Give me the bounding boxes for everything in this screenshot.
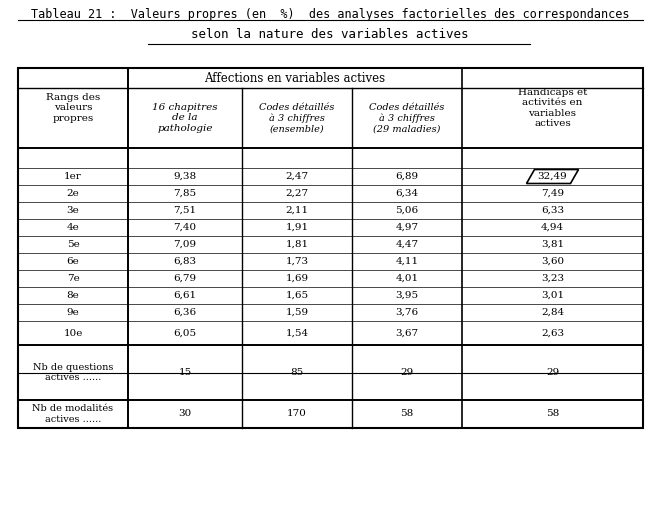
Text: 85: 85 [290,368,303,377]
Text: 3e: 3e [67,206,79,215]
Text: Tableau 21 :  Valeurs propres (en  %)  des analyses factorielles des corresponda: Tableau 21 : Valeurs propres (en %) des … [31,8,629,21]
Text: 2e: 2e [67,189,79,198]
Text: 9,38: 9,38 [173,172,196,181]
Text: 7,49: 7,49 [541,189,564,198]
Text: 3,01: 3,01 [541,291,564,300]
Text: 16 chapitres
de la
pathologie: 16 chapitres de la pathologie [152,103,218,133]
Text: 6,05: 6,05 [173,329,196,338]
Text: 6,83: 6,83 [173,257,196,266]
Text: 7,85: 7,85 [173,189,196,198]
Text: 8e: 8e [67,291,79,300]
Text: 1er: 1er [64,172,82,181]
Text: 6,89: 6,89 [395,172,418,181]
Text: Nb de modalités
actives ......: Nb de modalités actives ...... [32,404,114,424]
Text: 58: 58 [546,410,559,418]
Text: 2,47: 2,47 [286,172,309,181]
Text: 58: 58 [401,410,414,418]
Bar [18,68,643,428]
Text: Codes détaillés
à 3 chiffres
(ensemble): Codes détaillés à 3 chiffres (ensemble) [259,103,334,133]
Text: 9e: 9e [67,308,79,317]
Text: 6,34: 6,34 [395,189,418,198]
Text: 1,54: 1,54 [286,329,309,338]
Text: Codes détaillés
à 3 chiffres
(29 maladies): Codes détaillés à 3 chiffres (29 maladie… [369,103,445,133]
Text: 1,73: 1,73 [286,257,309,266]
Text: 7e: 7e [67,274,79,283]
Text: 2,11: 2,11 [286,206,309,215]
Text: 3,67: 3,67 [395,329,418,338]
Text: 3,23: 3,23 [541,274,564,283]
Text: 1,65: 1,65 [286,291,309,300]
Text: 3,81: 3,81 [541,240,564,249]
Text: 6,36: 6,36 [173,308,196,317]
Text: selon la nature des variables actives: selon la nature des variables actives [191,28,469,41]
Text: 7,09: 7,09 [173,240,196,249]
Text: 30: 30 [178,410,192,418]
Text: 6e: 6e [67,257,79,266]
Text: 3,95: 3,95 [395,291,418,300]
Text: 3,60: 3,60 [541,257,564,266]
Text: 5e: 5e [67,240,79,249]
Text: 6,79: 6,79 [173,274,196,283]
Text: Handicaps et
activités en
variables
actives: Handicaps et activités en variables acti… [518,88,587,128]
Text: 2,84: 2,84 [541,308,564,317]
Text: 4,11: 4,11 [395,257,418,266]
Text: 4e: 4e [67,223,79,232]
Text: 3,76: 3,76 [395,308,418,317]
Text: 1,81: 1,81 [286,240,309,249]
Text: 1,69: 1,69 [286,274,309,283]
Text: 4,47: 4,47 [395,240,418,249]
Text: 32,49: 32,49 [537,172,567,181]
Text: 15: 15 [178,368,192,377]
Text: 1,59: 1,59 [286,308,309,317]
Text: 29: 29 [401,368,414,377]
Text: Rangs des
valeurs
propres: Rangs des valeurs propres [46,93,100,123]
Text: 4,01: 4,01 [395,274,418,283]
Text: 4,97: 4,97 [395,223,418,232]
Text: 7,51: 7,51 [173,206,196,215]
Text: 2,27: 2,27 [286,189,309,198]
Text: 7,40: 7,40 [173,223,196,232]
Text: 4,94: 4,94 [541,223,564,232]
Text: 1,91: 1,91 [286,223,309,232]
Text: 6,33: 6,33 [541,206,564,215]
Text: Affections en variables actives: Affections en variables actives [204,71,385,85]
Text: 170: 170 [287,410,307,418]
Text: 29: 29 [546,368,559,377]
Text: 6,61: 6,61 [173,291,196,300]
Text: 5,06: 5,06 [395,206,418,215]
Text: Nb de questions
actives ......: Nb de questions actives ...... [33,363,113,382]
Text: 10e: 10e [63,329,83,338]
Text: 2,63: 2,63 [541,329,564,338]
